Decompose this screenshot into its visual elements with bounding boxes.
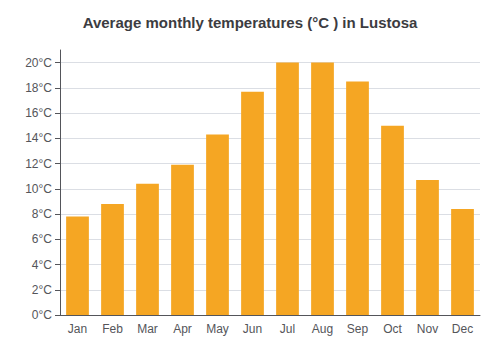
svg-text:16°C: 16°C — [25, 106, 52, 120]
svg-text:Apr: Apr — [173, 322, 192, 336]
svg-text:8°C: 8°C — [32, 207, 52, 221]
svg-text:Nov: Nov — [417, 322, 438, 336]
svg-text:12°C: 12°C — [25, 157, 52, 171]
svg-text:Mar: Mar — [137, 322, 158, 336]
svg-text:Sep: Sep — [347, 322, 369, 336]
svg-text:14°C: 14°C — [25, 131, 52, 145]
svg-text:Dec: Dec — [452, 322, 473, 336]
svg-text:18°C: 18°C — [25, 81, 52, 95]
svg-text:0°C: 0°C — [32, 308, 52, 322]
svg-text:Jul: Jul — [280, 322, 295, 336]
svg-text:20°C: 20°C — [25, 56, 52, 70]
svg-text:Jun: Jun — [243, 322, 262, 336]
svg-text:6°C: 6°C — [32, 232, 52, 246]
svg-text:Feb: Feb — [102, 322, 123, 336]
svg-text:May: May — [206, 322, 229, 336]
svg-text:Oct: Oct — [383, 322, 402, 336]
svg-text:4°C: 4°C — [32, 258, 52, 272]
svg-text:Aug: Aug — [312, 322, 333, 336]
svg-text:2°C: 2°C — [32, 283, 52, 297]
svg-text:Average monthly temperatures (: Average monthly temperatures (°C ) in Lu… — [83, 14, 418, 31]
svg-text:Jan: Jan — [68, 322, 87, 336]
svg-text:10°C: 10°C — [25, 182, 52, 196]
